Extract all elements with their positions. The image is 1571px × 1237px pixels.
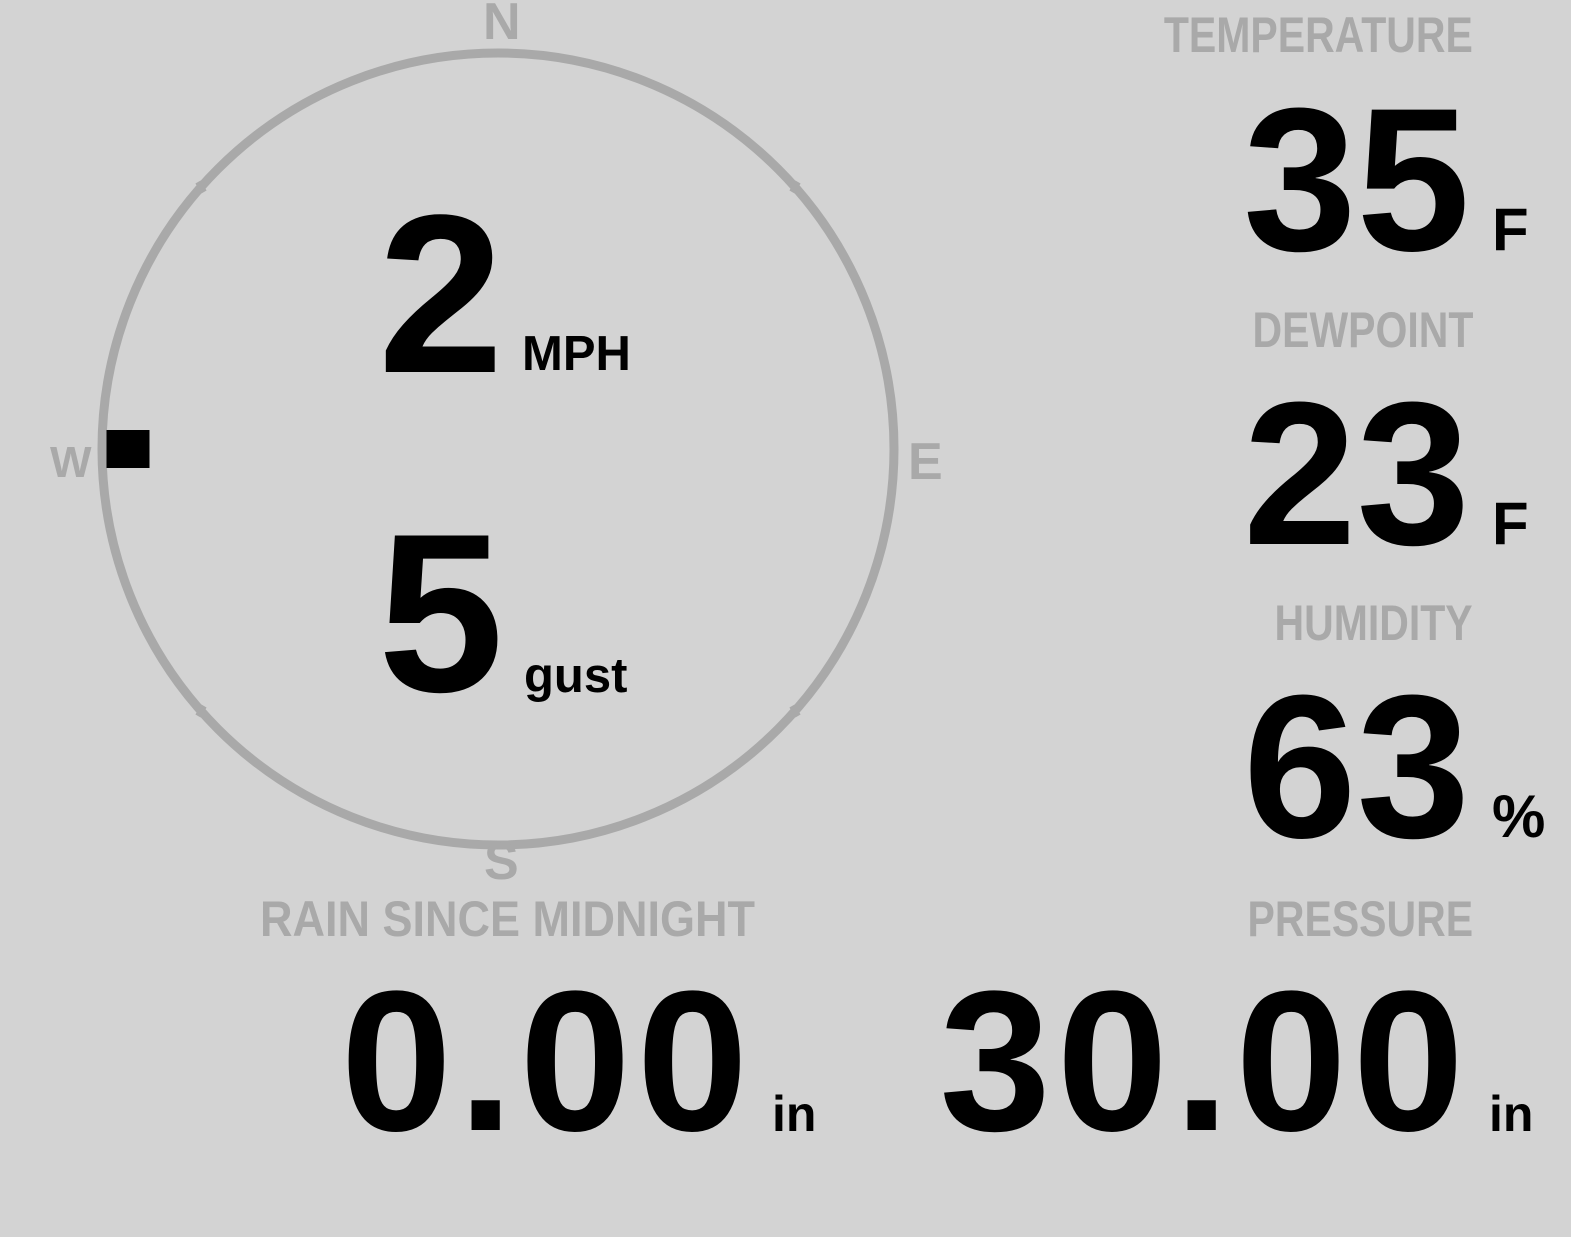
temperature-unit: F (1492, 196, 1529, 263)
compass-east-label: E (908, 433, 943, 491)
rain-value: 0.00 (340, 950, 754, 1173)
tick-ne (789, 180, 801, 194)
wind-direction-marker (106, 430, 150, 468)
pressure-unit: in (1489, 1086, 1534, 1142)
compass-ring (97, 48, 899, 850)
wind-gust-value: 5 (378, 486, 504, 739)
dewpoint-label: DEWPOINT (1252, 302, 1473, 358)
dewpoint-value: 23 (1243, 360, 1470, 588)
compass-north-label: N (483, 0, 521, 51)
tick-sw (195, 704, 207, 718)
wind-gust-unit: gust (524, 649, 628, 703)
compass-ticks (195, 180, 801, 718)
wind-speed-unit: MPH (522, 327, 631, 381)
compass-west-label: W (50, 438, 92, 487)
humidity-label: HUMIDITY (1274, 595, 1473, 651)
pressure-label: PRESSURE (1247, 891, 1473, 947)
dewpoint-unit: F (1492, 490, 1529, 557)
humidity-value: 63 (1243, 653, 1470, 881)
wind-speed-value: 2 (378, 167, 504, 420)
pressure-value: 30.00 (939, 950, 1470, 1173)
humidity-unit: % (1492, 783, 1546, 850)
rain-unit: in (772, 1086, 817, 1142)
temperature-label: TEMPERATURE (1163, 7, 1473, 63)
tick-se (789, 704, 801, 718)
temperature-value: 35 (1243, 66, 1470, 294)
compass-south-label: S (484, 833, 519, 891)
rain-label: RAIN SINCE MIDNIGHT (260, 891, 755, 947)
tick-nw (195, 180, 207, 194)
